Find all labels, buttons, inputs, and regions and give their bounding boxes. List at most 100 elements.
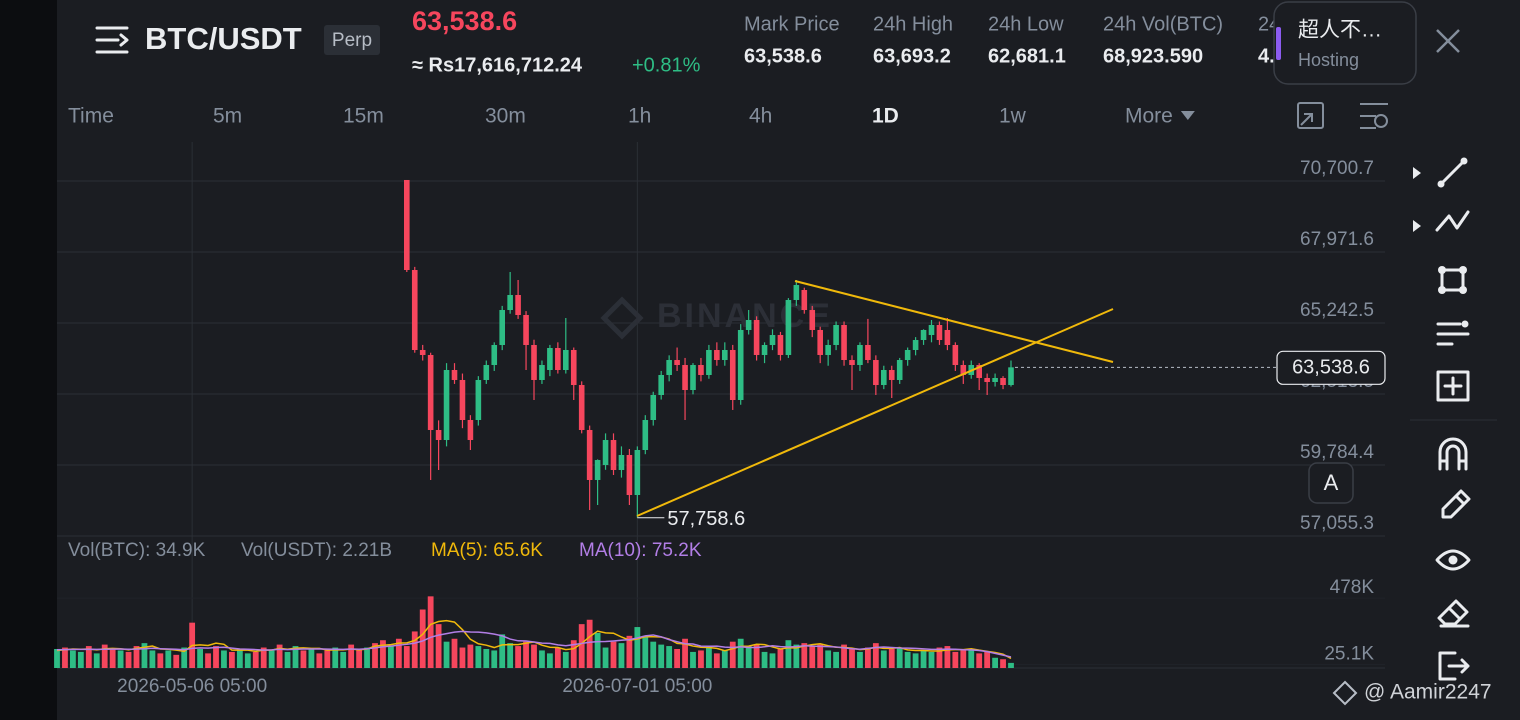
annotation-label: 57,758.6 xyxy=(667,508,745,530)
volume-bar xyxy=(602,647,609,668)
volume-bar xyxy=(936,647,943,668)
volume-bar xyxy=(1008,662,1014,668)
pencil-tool[interactable] xyxy=(1441,489,1471,519)
interval-tab[interactable]: 1w xyxy=(999,105,1027,128)
menu-icon[interactable] xyxy=(95,26,129,54)
x-tick-label: 2026-05-06 05:00 xyxy=(117,676,267,697)
candle-body xyxy=(793,285,800,300)
settings-icon[interactable] xyxy=(1360,103,1388,129)
stat-value: 63,693.2 xyxy=(873,45,951,67)
candle-body xyxy=(690,365,696,391)
footer-credit: @ Aamir2247 xyxy=(1364,681,1492,704)
stat-label: 24h Low xyxy=(988,13,1064,35)
volume-bar xyxy=(849,648,855,668)
volume-bar xyxy=(793,644,800,668)
volume-bar xyxy=(213,646,219,668)
close-stroke xyxy=(1436,29,1460,53)
candle-body xyxy=(976,365,982,378)
icon-shape xyxy=(1461,320,1469,328)
eraser-tool[interactable] xyxy=(1437,599,1470,628)
volume-bar xyxy=(523,641,529,668)
volume-bar xyxy=(300,650,307,668)
icon-shape xyxy=(1435,210,1470,232)
candle-body xyxy=(578,385,585,430)
candle-body xyxy=(666,360,672,375)
interval-tab[interactable]: 1h xyxy=(628,105,651,128)
overlay: 超人不… Hosting A xyxy=(636,1,1497,706)
candle-body xyxy=(467,420,474,441)
volume-bar xyxy=(976,653,983,668)
candle-body xyxy=(888,370,895,380)
shape-tool[interactable] xyxy=(1438,266,1467,294)
trendline[interactable] xyxy=(794,280,1114,363)
volume-bar xyxy=(737,638,744,668)
volume-bar xyxy=(928,651,935,668)
candle-body xyxy=(642,420,649,450)
visibility-tool[interactable] xyxy=(1435,549,1471,571)
y-tick-label: 70,700.7 xyxy=(1300,158,1374,179)
symbol[interactable]: BTC/USDT xyxy=(145,21,302,56)
candle-body xyxy=(722,349,728,361)
interval-tab[interactable]: More xyxy=(1125,105,1173,128)
close-button[interactable] xyxy=(1436,29,1460,53)
popup[interactable] xyxy=(1273,1,1417,85)
interval-tab[interactable]: 15m xyxy=(343,105,384,128)
stat-value: 68,923.590 xyxy=(1103,45,1203,67)
stat-value: 63,538.6 xyxy=(744,45,822,67)
interval-tab[interactable]: 4h xyxy=(749,105,772,128)
candle-body xyxy=(1000,377,1006,386)
volume-bar xyxy=(721,650,728,668)
volume-bar xyxy=(236,648,243,668)
price-change: +0.81% xyxy=(632,54,701,76)
exit-tool[interactable] xyxy=(1438,651,1470,681)
volume-bar xyxy=(443,641,450,668)
volume-bar xyxy=(682,638,688,668)
icon-shape xyxy=(1435,549,1471,571)
trendline[interactable] xyxy=(636,308,1114,517)
volume-bar xyxy=(62,647,68,668)
volume-bar xyxy=(880,650,887,668)
candle-body xyxy=(491,345,498,366)
candle-body xyxy=(873,360,879,386)
volume-bar xyxy=(729,641,736,668)
volume-bar xyxy=(221,650,227,668)
candle-body xyxy=(443,370,450,441)
volume-bar xyxy=(451,638,458,668)
candle-body xyxy=(849,360,855,366)
volume-bar xyxy=(968,648,975,668)
icon-shape xyxy=(1360,103,1388,129)
candle-body xyxy=(960,365,967,375)
volume-bar xyxy=(745,646,752,668)
volume-bar xyxy=(459,647,466,668)
measure-tool[interactable] xyxy=(1436,370,1470,402)
candle-body xyxy=(920,329,927,341)
candle-body xyxy=(618,454,625,471)
magnet-tool[interactable] xyxy=(1438,437,1468,471)
fiat-price: ≈ Rs17,616,712.24 xyxy=(412,54,583,76)
interval-tab[interactable]: Time xyxy=(68,105,114,128)
icon-shape xyxy=(1448,555,1458,565)
interval-tab[interactable]: 5m xyxy=(213,105,242,128)
layout-icon[interactable] xyxy=(1297,102,1324,129)
candle-body xyxy=(427,354,434,430)
volume-bar xyxy=(380,640,386,668)
candle-body xyxy=(785,299,792,355)
auto-button[interactable] xyxy=(1308,462,1354,504)
interval-tab[interactable]: 1D xyxy=(872,105,899,128)
icon-shape xyxy=(1438,286,1446,294)
fib-tool[interactable] xyxy=(1436,320,1470,346)
volume-bar xyxy=(284,651,291,668)
volume-bar xyxy=(70,650,76,668)
legend-entry: MA(10): 75.2K xyxy=(579,540,702,561)
expand-caret[interactable] xyxy=(1413,167,1421,179)
candle-body xyxy=(865,345,871,361)
wave-tool[interactable] xyxy=(1435,210,1470,232)
volume-bar xyxy=(515,646,521,668)
line-tool[interactable] xyxy=(1437,157,1468,188)
expand-caret[interactable] xyxy=(1413,220,1421,232)
candle-body xyxy=(563,349,569,371)
interval-tab[interactable]: 30m xyxy=(485,105,526,128)
candle-body xyxy=(610,440,617,471)
volume-bar xyxy=(85,646,92,668)
